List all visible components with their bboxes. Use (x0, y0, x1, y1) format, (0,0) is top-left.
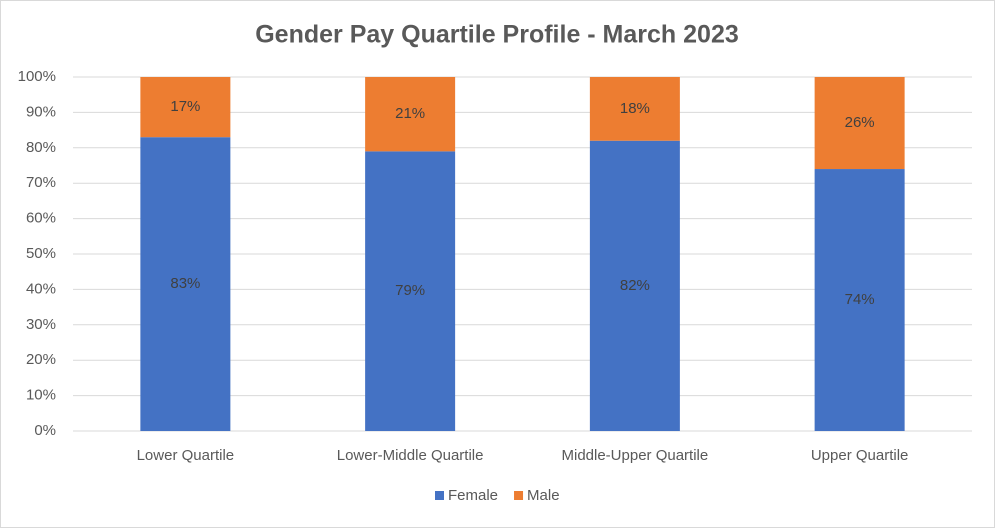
bar-segment (814, 77, 905, 170)
bar-segment (140, 137, 231, 431)
value-label: 17% (170, 98, 200, 115)
x-tick-label: Lower Quartile (137, 447, 235, 464)
y-tick-label: 40% (26, 280, 56, 297)
value-label: 82% (620, 277, 650, 294)
bar-segment (589, 140, 680, 431)
y-tick-label: 60% (26, 210, 56, 227)
y-tick-label: 30% (26, 316, 56, 333)
legend-label: Female (448, 487, 498, 504)
bar-segment (365, 151, 456, 431)
chart-title: Gender Pay Quartile Profile - March 2023 (255, 21, 739, 49)
bar-segment (365, 77, 456, 152)
y-tick-label: 90% (26, 103, 56, 120)
value-label: 79% (395, 282, 425, 299)
y-tick-label: 50% (26, 245, 56, 262)
x-tick-label: Lower-Middle Quartile (337, 447, 484, 464)
legend-swatch (435, 491, 444, 500)
y-tick-label: 10% (26, 387, 56, 404)
bar-segment (589, 77, 680, 141)
y-tick-label: 70% (26, 174, 56, 191)
x-tick-label: Middle-Upper Quartile (562, 447, 709, 464)
legend-label: Male (527, 487, 560, 504)
value-label: 83% (170, 275, 200, 292)
value-label: 26% (845, 114, 875, 131)
bar-segment (814, 169, 905, 432)
y-tick-label: 100% (18, 68, 56, 85)
y-tick-label: 0% (34, 422, 56, 439)
legend-swatch (514, 491, 524, 500)
y-tick-label: 20% (26, 351, 56, 368)
x-tick-label: Upper Quartile (811, 447, 909, 464)
value-label: 21% (395, 105, 425, 122)
value-label: 74% (845, 291, 875, 308)
value-label: 18% (620, 100, 650, 117)
y-tick-label: 80% (26, 139, 56, 156)
bar-segment (140, 77, 231, 138)
